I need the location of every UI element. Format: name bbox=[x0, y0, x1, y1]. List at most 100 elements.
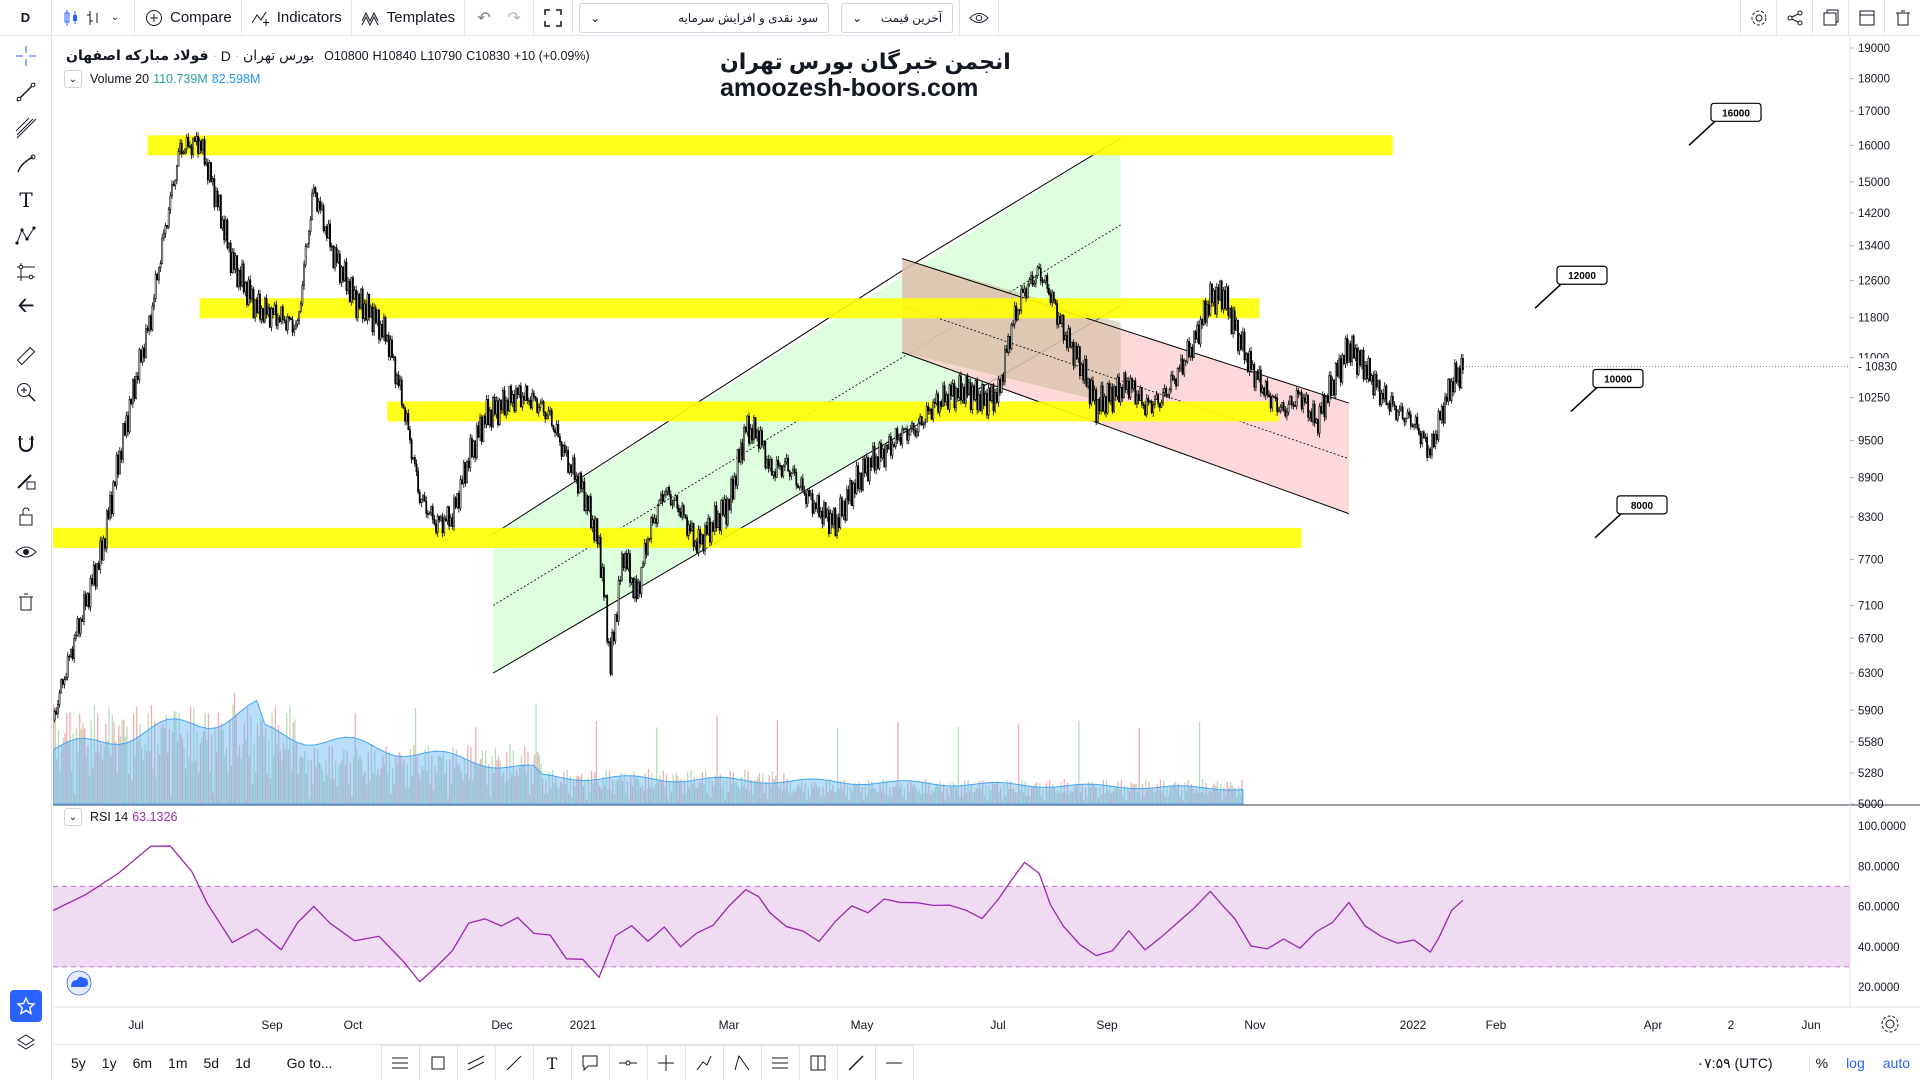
unlock-icon[interactable] bbox=[10, 500, 42, 532]
trash-icon[interactable] bbox=[10, 586, 42, 618]
brush-icon[interactable] bbox=[838, 1046, 876, 1080]
indicators-button[interactable]: Indicators bbox=[242, 0, 352, 36]
parallel-channel-icon[interactable] bbox=[458, 1046, 496, 1080]
eye-icon[interactable] bbox=[10, 536, 42, 568]
volume-bar bbox=[405, 786, 407, 804]
layout-select[interactable]: سود نقدی و افزایش سرمایه ⌄ bbox=[579, 2, 830, 33]
candle-body bbox=[515, 388, 517, 412]
chart-canvas[interactable]: 1600012000100008000190001800017000160001… bbox=[53, 37, 1920, 1043]
price-source-select[interactable]: آخرین قیمت ⌄ bbox=[841, 2, 954, 33]
rectangle-icon[interactable] bbox=[420, 1046, 458, 1080]
text-tool-icon[interactable]: T bbox=[534, 1046, 572, 1080]
trash-icon[interactable] bbox=[1884, 0, 1920, 36]
fullscreen-button[interactable] bbox=[534, 0, 574, 36]
volume-bar bbox=[613, 793, 616, 804]
log-toggle[interactable]: log bbox=[1846, 1055, 1865, 1071]
volume-bar bbox=[563, 771, 565, 804]
share-icon[interactable] bbox=[1776, 0, 1812, 36]
collapse-rsi-button[interactable]: ⌄ bbox=[64, 808, 82, 826]
arrow-left-icon[interactable]: 🡠 bbox=[17, 295, 35, 317]
redo-icon[interactable]: ↷ bbox=[507, 9, 521, 27]
trend-line-icon[interactable] bbox=[496, 1046, 534, 1080]
candle-body bbox=[218, 195, 221, 208]
candle-body bbox=[223, 219, 226, 241]
axis-settings-gear-icon[interactable] bbox=[1881, 1015, 1899, 1033]
trend-line-icon[interactable] bbox=[10, 76, 42, 108]
candle-body bbox=[1165, 388, 1168, 397]
candle-body bbox=[340, 266, 343, 283]
callout-icon[interactable] bbox=[572, 1046, 610, 1080]
cross-line-icon[interactable] bbox=[648, 1046, 686, 1080]
settings-gear-icon[interactable] bbox=[1740, 0, 1776, 36]
percent-toggle[interactable]: % bbox=[1808, 1055, 1834, 1071]
crosshair-icon[interactable] bbox=[10, 40, 42, 72]
goto-button[interactable]: Go to... bbox=[286, 1054, 333, 1071]
fib-retracement-icon[interactable] bbox=[762, 1046, 800, 1080]
candle-body bbox=[950, 384, 953, 396]
range-button-1d[interactable]: 1d bbox=[235, 1054, 251, 1071]
date-range-icon[interactable] bbox=[800, 1046, 838, 1080]
candle-body bbox=[1031, 275, 1034, 286]
horizontal-line-icon[interactable] bbox=[876, 1046, 914, 1080]
layers-icon[interactable] bbox=[10, 1026, 42, 1058]
zoom-in-icon[interactable] bbox=[10, 376, 42, 408]
candle-body bbox=[1336, 363, 1339, 377]
volume-bar bbox=[972, 793, 974, 804]
volume-bar bbox=[1045, 782, 1047, 804]
candle-body bbox=[1191, 346, 1194, 358]
candle-body bbox=[917, 422, 920, 433]
brush-icon[interactable] bbox=[10, 148, 42, 180]
volume-bar bbox=[1148, 781, 1150, 804]
candle-body bbox=[1435, 434, 1438, 440]
lock-pencil-icon[interactable] bbox=[10, 464, 42, 496]
collapse-legend-button[interactable]: ⌄ bbox=[64, 70, 82, 88]
volume-bar bbox=[1063, 779, 1065, 804]
utc-clock[interactable]: ۰۷:۵۹ (UTC) bbox=[1696, 1054, 1773, 1071]
triangle-pattern-icon[interactable] bbox=[724, 1046, 762, 1080]
compare-button[interactable]: Compare bbox=[135, 0, 242, 36]
fib-icon[interactable] bbox=[10, 112, 42, 144]
volume-bar bbox=[326, 775, 329, 804]
range-button-5y[interactable]: 5y bbox=[71, 1054, 86, 1071]
templates-button[interactable]: Templates bbox=[352, 0, 466, 36]
prediction-icon[interactable] bbox=[10, 256, 42, 288]
undo-icon[interactable]: ↶ bbox=[477, 9, 491, 27]
horizontal-ray-icon[interactable] bbox=[610, 1046, 648, 1080]
symbol-name[interactable]: فولاد مبارکه اصفهان bbox=[66, 47, 209, 63]
range-button-1m[interactable]: 1m bbox=[168, 1054, 188, 1071]
candle-body bbox=[585, 495, 587, 512]
candle-body bbox=[386, 334, 389, 342]
candle-body bbox=[1460, 358, 1463, 389]
volume-bar bbox=[868, 779, 870, 804]
interval-button[interactable]: D bbox=[0, 0, 52, 36]
range-button-1y[interactable]: 1y bbox=[101, 1054, 117, 1071]
volume-bar bbox=[1136, 791, 1139, 804]
volume-bar bbox=[1024, 780, 1026, 804]
visibility-button[interactable] bbox=[959, 0, 1000, 36]
ruler-icon[interactable] bbox=[10, 340, 42, 372]
magnet-icon[interactable] bbox=[10, 428, 42, 460]
text-tool-icon[interactable]: T bbox=[19, 188, 33, 212]
candle-body bbox=[431, 506, 434, 520]
chart-type-button[interactable]: ⌄ bbox=[52, 0, 135, 36]
layout-icon[interactable] bbox=[1848, 0, 1884, 36]
candle-body bbox=[306, 243, 309, 247]
candle-body bbox=[524, 385, 527, 401]
volume-bar bbox=[939, 780, 942, 804]
range-button-5d[interactable]: 5d bbox=[203, 1054, 220, 1071]
pattern-icon[interactable] bbox=[10, 220, 42, 252]
volume-bar bbox=[1171, 786, 1173, 804]
path-icon[interactable] bbox=[686, 1046, 724, 1080]
candle-body bbox=[739, 442, 742, 463]
range-button-6m[interactable]: 6m bbox=[132, 1054, 153, 1071]
lines-icon[interactable] bbox=[382, 1046, 420, 1080]
watchlist-star-icon[interactable] bbox=[10, 990, 42, 1022]
volume-bar bbox=[1003, 784, 1005, 804]
cloud-icon bbox=[66, 970, 92, 996]
snapshot-icon[interactable] bbox=[1812, 0, 1848, 36]
candle-body bbox=[1227, 286, 1230, 316]
auto-toggle[interactable]: auto bbox=[1882, 1055, 1910, 1071]
candle-body bbox=[532, 392, 535, 397]
time-axis-label: Jul bbox=[128, 1018, 143, 1032]
volume-bar bbox=[602, 777, 604, 804]
